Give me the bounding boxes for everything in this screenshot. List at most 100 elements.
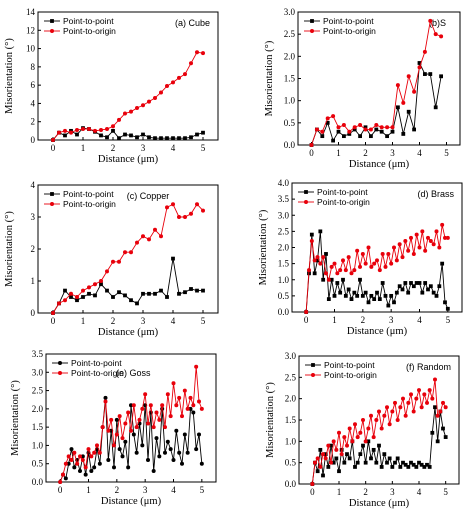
data-point	[63, 461, 68, 466]
data-point	[72, 450, 77, 455]
data-point	[396, 105, 400, 110]
data-point	[435, 413, 440, 418]
data-point	[341, 123, 346, 128]
data-point	[337, 469, 341, 474]
data-point	[342, 460, 347, 465]
data-point	[78, 469, 82, 474]
data-point	[426, 287, 430, 292]
data-point	[326, 277, 331, 282]
data-point	[97, 461, 102, 466]
data-point	[380, 281, 385, 285]
data-point	[97, 450, 102, 455]
data-point	[406, 248, 411, 253]
data-point	[382, 452, 387, 457]
y-tick-label: 12	[26, 25, 35, 35]
data-point	[135, 240, 139, 245]
data-point	[369, 134, 373, 139]
legend-entry: Point-to-point	[63, 189, 114, 199]
data-point	[400, 255, 405, 260]
data-point	[395, 456, 400, 461]
chart-panel-4: 0 1 2 3 4 5 0.0 0.5 1.0 1.5 2.0 2.5 3.0 3.5 Distance (…	[10, 349, 217, 507]
data-point	[195, 202, 199, 207]
data-point	[339, 447, 344, 452]
x-tick-label: 4	[417, 315, 422, 325]
data-point	[194, 447, 199, 452]
data-point	[382, 413, 387, 418]
data-point	[331, 439, 336, 444]
data-point	[312, 271, 317, 276]
data-point	[117, 447, 122, 452]
plot-frame	[298, 355, 460, 485]
y-tick-label: 0	[31, 135, 36, 145]
x-tick-label: 0	[310, 487, 315, 497]
data-point	[326, 297, 331, 301]
x-tick-label: 1	[86, 485, 91, 495]
data-point	[314, 127, 319, 132]
data-point	[123, 132, 127, 137]
data-point	[185, 450, 190, 455]
data-point	[342, 134, 346, 139]
data-point	[411, 409, 416, 414]
x-tick-label: 3	[141, 143, 146, 153]
data-point	[352, 290, 357, 295]
y-tick-label: 1.5	[278, 259, 290, 269]
data-point	[321, 473, 325, 478]
data-point	[439, 34, 444, 39]
data-point	[151, 425, 156, 430]
data-point	[329, 264, 334, 269]
data-point	[350, 439, 355, 444]
data-point	[81, 288, 85, 293]
legend-entry: Point-to-origin	[324, 370, 377, 380]
data-point	[309, 239, 314, 244]
data-point	[342, 435, 347, 440]
data-point	[69, 130, 73, 135]
data-point	[390, 409, 395, 414]
data-point	[385, 134, 389, 139]
data-point	[99, 133, 103, 138]
data-point	[394, 290, 399, 295]
y-tick-label: 3.5	[32, 349, 44, 359]
x-tick-label: 2	[361, 315, 366, 325]
data-point	[137, 417, 142, 422]
data-point	[177, 291, 181, 296]
data-point	[420, 290, 425, 295]
data-point	[81, 295, 85, 299]
data-point	[165, 439, 170, 444]
x-tick-label: 5	[201, 143, 206, 153]
data-point	[401, 460, 405, 465]
data-point	[332, 293, 337, 298]
data-point	[355, 248, 360, 253]
data-point	[180, 414, 184, 419]
series-line	[311, 61, 442, 146]
data-point	[426, 235, 430, 240]
data-point	[183, 72, 187, 77]
data-point	[369, 293, 374, 298]
data-point	[377, 409, 381, 414]
data-point	[129, 403, 133, 408]
data-point	[431, 290, 436, 295]
data-point	[379, 426, 384, 431]
data-point	[183, 290, 187, 295]
data-point	[117, 136, 121, 141]
data-point	[117, 290, 121, 295]
data-point	[377, 268, 382, 273]
data-point	[423, 248, 428, 253]
data-point	[117, 414, 122, 419]
data-point	[103, 399, 108, 404]
data-point	[417, 245, 422, 250]
data-point	[343, 293, 348, 298]
data-point	[189, 211, 193, 216]
data-point	[374, 127, 379, 132]
data-point	[430, 430, 435, 435]
x-tick-label: 4	[417, 148, 422, 158]
data-point	[86, 447, 91, 452]
data-point	[390, 129, 395, 134]
data-point	[349, 271, 354, 276]
data-point	[394, 258, 399, 263]
data-point	[177, 75, 181, 80]
data-point	[377, 443, 381, 448]
x-tick-label: 0	[51, 143, 56, 153]
y-tick-label: 2.5	[278, 226, 290, 236]
y-axis-label: Misorientation (°)	[258, 209, 269, 285]
